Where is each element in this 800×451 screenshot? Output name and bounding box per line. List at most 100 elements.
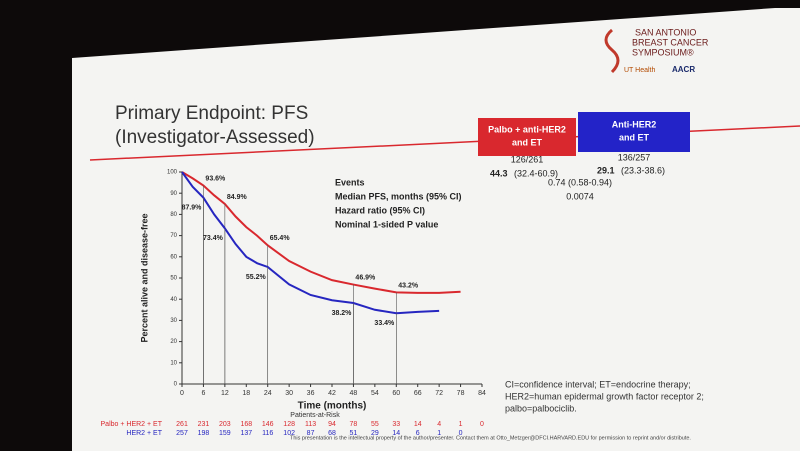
x-tick-label: 30 — [285, 390, 293, 397]
header-text: Palbo + anti-HER2 — [488, 124, 566, 134]
y-axis-label: Percent alive and disease-free — [139, 213, 149, 342]
y-tick-label: 80 — [170, 212, 177, 218]
value-label: 46.9% — [355, 274, 376, 281]
risk-count: 168 — [240, 421, 252, 428]
logo-text: SYMPOSIUM® — [632, 47, 694, 57]
stat-value: 126/261 — [511, 154, 544, 164]
x-tick-label: 72 — [435, 390, 443, 397]
stat-value: 29.1 — [597, 165, 615, 175]
x-tick-label: 42 — [328, 390, 336, 397]
x-tick-label: 66 — [414, 390, 422, 397]
x-tick-label: 84 — [478, 390, 486, 397]
risk-row-label: Palbo + HER2 + ET — [101, 421, 163, 428]
value-label: 65.4% — [270, 235, 291, 242]
logo-text: BREAST CANCER — [632, 37, 709, 47]
risk-count: 87 — [307, 430, 315, 437]
risk-count: 4 — [437, 421, 441, 428]
logo-text: SAN ANTONIO — [635, 27, 696, 37]
risk-count: 33 — [392, 421, 400, 428]
header-text: and ET — [619, 132, 650, 142]
risk-count: 113 — [305, 421, 316, 428]
risk-count: 137 — [240, 430, 252, 437]
value-label: 43.2% — [398, 282, 419, 289]
risk-count: 261 — [176, 421, 188, 428]
x-tick-label: 18 — [242, 390, 250, 397]
risk-count: 55 — [371, 421, 379, 428]
x-tick-label: 24 — [264, 390, 272, 397]
x-tick-label: 78 — [457, 390, 465, 397]
risk-count: 257 — [176, 430, 188, 437]
risk-count: 159 — [219, 430, 231, 437]
x-tick-label: 60 — [392, 390, 400, 397]
x-axis-label: Time (months) — [298, 401, 367, 412]
stat-label: Median PFS, months (95% CI) — [335, 191, 462, 201]
footnote: palbo=palbociclib. — [505, 403, 577, 413]
logo-mark — [604, 28, 620, 74]
stat-value: (32.4-60.9) — [514, 168, 558, 178]
footnote: CI=confidence interval; ET=endocrine the… — [505, 379, 691, 389]
stat-value: 0.74 (0.58-0.94) — [548, 177, 612, 187]
footnote: HER2=human epidermal growth factor recep… — [505, 391, 704, 401]
y-tick-label: 10 — [170, 360, 177, 366]
value-label: 73.4% — [203, 235, 224, 242]
stat-value: 136/257 — [618, 152, 651, 162]
x-tick-label: 48 — [350, 390, 358, 397]
risk-count: 102 — [283, 430, 295, 437]
risk-count: 14 — [392, 430, 400, 437]
stat-value: (23.3-38.6) — [621, 165, 665, 175]
y-tick-label: 50 — [170, 276, 177, 282]
stats-table: Palbo + anti-HER2 and ET Anti-HER2 and E… — [335, 112, 690, 229]
x-tick-label: 12 — [221, 390, 229, 397]
risk-count: 0 — [459, 430, 463, 437]
slide-title: Primary Endpoint: PFS — [115, 103, 308, 124]
header-text: Anti-HER2 — [612, 119, 657, 129]
risk-count: 51 — [350, 430, 358, 437]
km-curve — [181, 171, 461, 294]
risk-row-label: HER2 + ET — [126, 430, 162, 437]
value-label: 38.2% — [332, 310, 353, 317]
x-tick-label: 54 — [371, 390, 379, 397]
risk-count: 29 — [371, 430, 379, 437]
y-tick-label: 90 — [170, 191, 177, 197]
value-label: 55.2% — [246, 274, 267, 281]
logo-partner: UT Health — [624, 67, 655, 74]
stat-label: Events — [335, 177, 365, 187]
risk-count: 203 — [219, 421, 231, 428]
y-tick-label: 40 — [170, 297, 177, 303]
stat-label: Nominal 1-sided P value — [335, 219, 438, 229]
stat-value: 44.3 — [490, 168, 508, 178]
risk-count: 116 — [262, 430, 273, 437]
risk-count: 14 — [414, 421, 422, 428]
risk-count: 94 — [328, 421, 336, 428]
stat-label: Hazard ratio (95% CI) — [335, 205, 425, 215]
y-tick-label: 100 — [167, 170, 178, 176]
risk-count: 1 — [437, 430, 441, 437]
x-tick-label: 6 — [201, 390, 205, 397]
value-label: 93.6% — [205, 175, 226, 182]
risk-count: 6 — [416, 430, 420, 437]
value-label: 87.9% — [182, 204, 203, 211]
y-tick-label: 20 — [170, 339, 177, 345]
logo-partner: AACR — [672, 65, 695, 74]
risk-title: Patients-at-Risk — [290, 412, 340, 419]
slide — [72, 8, 800, 451]
y-tick-label: 0 — [174, 382, 178, 388]
x-tick-label: 36 — [307, 390, 315, 397]
risk-count: 78 — [350, 421, 358, 428]
y-tick-label: 30 — [170, 318, 177, 324]
risk-count: 128 — [283, 421, 295, 428]
slide-title: (Investigator-Assessed) — [115, 127, 315, 148]
y-tick-label: 60 — [170, 254, 177, 260]
x-tick-label: 0 — [180, 390, 184, 397]
value-label: 33.4% — [374, 320, 395, 327]
header-box — [478, 118, 576, 156]
notice: This presentation is the intellectual pr… — [290, 435, 691, 441]
value-label: 84.9% — [227, 194, 248, 201]
risk-count: 68 — [328, 430, 336, 437]
y-tick-label: 70 — [170, 233, 177, 239]
risk-count: 0 — [480, 421, 484, 428]
risk-count: 231 — [198, 421, 210, 428]
stat-value: 0.0074 — [566, 191, 594, 201]
